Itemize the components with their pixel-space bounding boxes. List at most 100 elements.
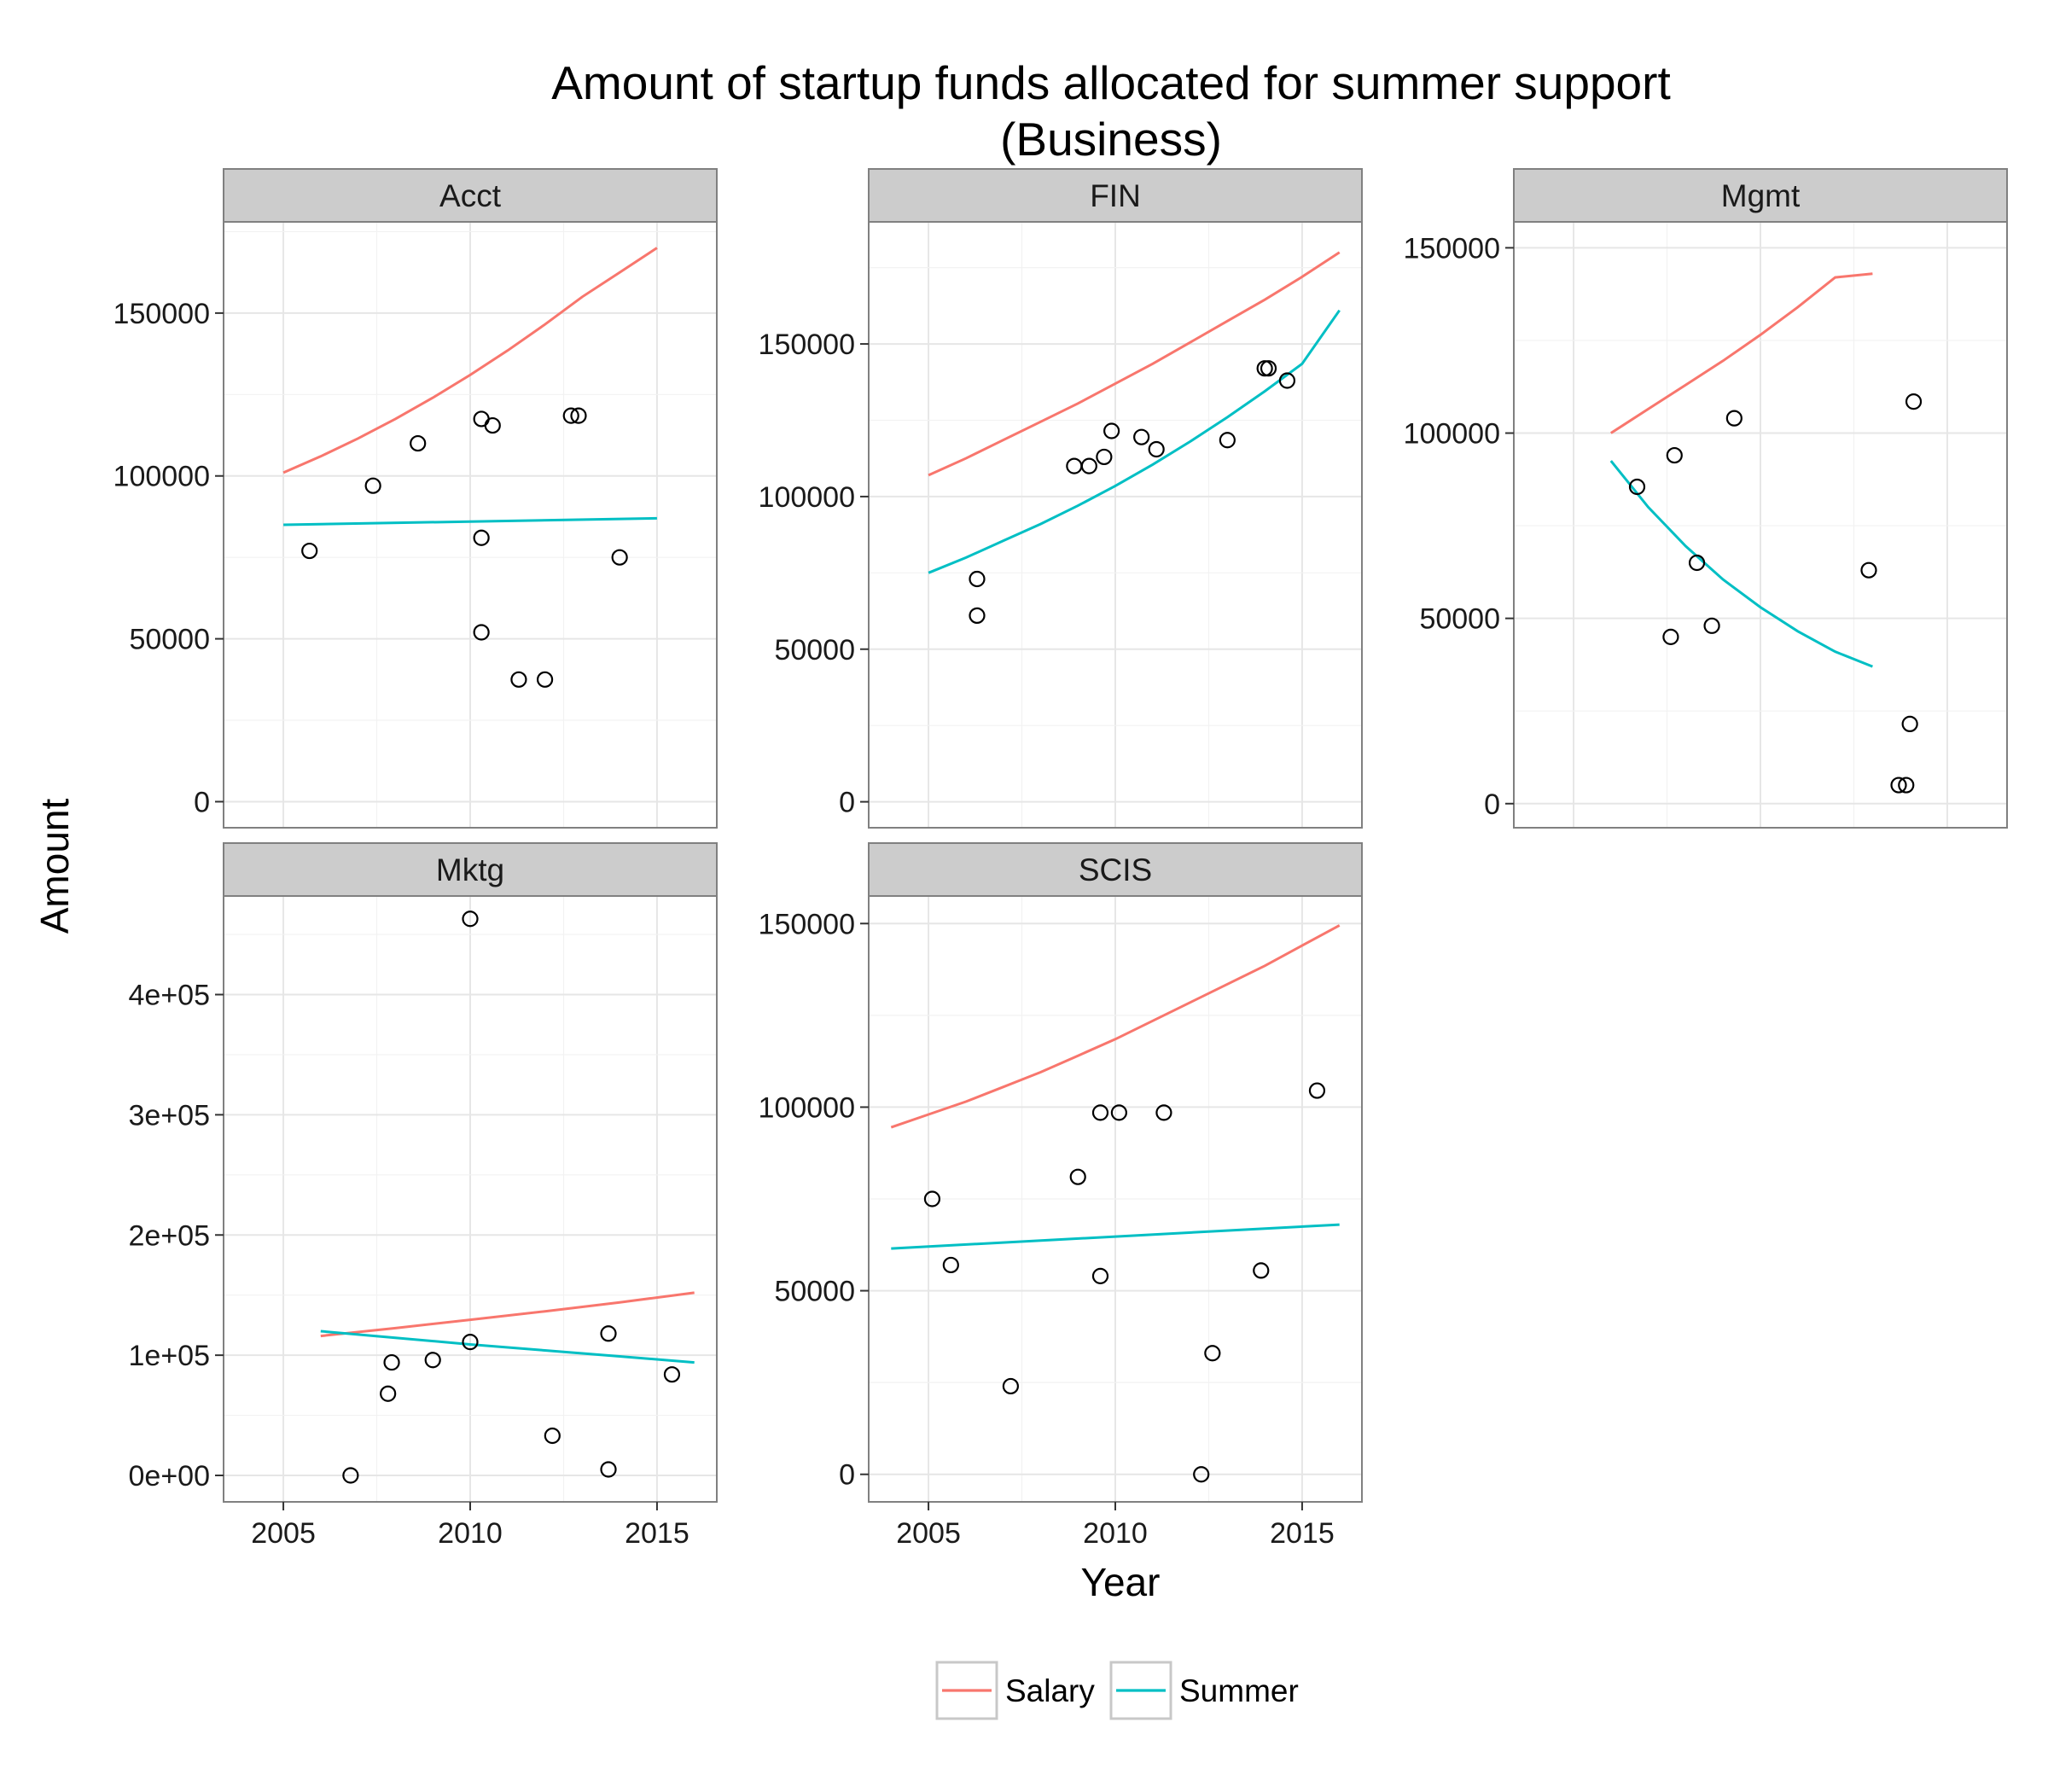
data-point	[1204, 1345, 1221, 1362]
salary-line-mktg	[320, 1291, 695, 1338]
data-point	[410, 434, 427, 452]
y-axis-mktg: 0e+00 1e+05 2e+05 3e+05 4e+05	[129, 980, 224, 1492]
panel-strip-mgmt	[1513, 168, 2008, 223]
data-point	[473, 624, 490, 641]
y-tick-label: 150000	[1404, 232, 1500, 265]
data-point	[424, 1352, 441, 1369]
y-tick-label: 150000	[759, 329, 855, 361]
data-point	[611, 549, 628, 566]
y-tick-label: 50000	[129, 624, 210, 656]
data-point	[1096, 448, 1113, 466]
x-tick-label: 2005	[251, 1517, 316, 1550]
data-point	[600, 1325, 617, 1342]
data-point	[1308, 1082, 1326, 1099]
salary-line-acct	[282, 247, 658, 474]
y-axis-acct: 0 50000 100000 150000	[113, 298, 224, 818]
y-tick-label: 50000	[774, 634, 855, 666]
data-point	[1703, 617, 1720, 634]
y-tick-label: 100000	[759, 481, 855, 514]
panel-acct: Acct 0 50000 100000 150000	[113, 168, 718, 829]
data-point	[1148, 440, 1165, 458]
y-axis-fin: 0 50000 100000 150000	[759, 329, 869, 819]
y-tick-label: 0	[1484, 788, 1500, 821]
panel-lines-acct	[282, 247, 658, 527]
data-point	[1901, 715, 1918, 733]
data-point	[1110, 1104, 1127, 1121]
panel-points-scis	[923, 1082, 1326, 1483]
y-axis-mgmt: 0 50000 100000 150000	[1404, 232, 1514, 821]
panel-strip-fin	[868, 168, 1363, 223]
y-tick-label: 1e+05	[129, 1340, 211, 1372]
data-point	[342, 1467, 359, 1484]
y-tick-label: 0e+00	[129, 1460, 211, 1492]
x-tick-label: 2015	[1270, 1517, 1335, 1550]
data-point	[1628, 478, 1646, 496]
salary-line-fin	[928, 251, 1341, 477]
summer-line-mgmt	[1609, 460, 1873, 668]
panel-lines-fin	[928, 251, 1341, 574]
y-tick-label: 100000	[113, 461, 210, 493]
data-point	[510, 671, 527, 688]
data-point	[462, 911, 479, 928]
data-point	[364, 477, 381, 494]
panel-grid-scis	[869, 896, 1362, 1502]
data-point	[544, 1427, 561, 1445]
y-axis-scis: 0 50000 100000 150000	[759, 908, 869, 1492]
panel-grid-mktg	[224, 896, 717, 1502]
data-point	[484, 416, 501, 434]
legend-item-summer: Summer	[1109, 1661, 1299, 1720]
x-axis-mktg: 2005 2010 2015	[251, 1502, 689, 1550]
x-tick-label: 2010	[1083, 1517, 1148, 1550]
data-point	[1890, 777, 1907, 794]
data-point	[1905, 393, 1923, 410]
data-point	[923, 1190, 941, 1207]
data-point	[570, 407, 587, 424]
x-axis-title: Year	[1081, 1560, 1161, 1604]
panel-strip-mktg	[223, 842, 718, 897]
x-axis-scis: 2005 2010 2015	[896, 1502, 1335, 1550]
data-point	[1091, 1104, 1109, 1121]
panel-grid-mgmt	[1514, 222, 2007, 828]
data-point	[1069, 1168, 1086, 1185]
data-point	[1666, 446, 1683, 464]
legend-label-salary: Salary	[1005, 1673, 1095, 1708]
data-point	[1219, 432, 1236, 449]
y-tick-label: 4e+05	[129, 980, 211, 1012]
panel-mktg: Mktg 0e+00 1e+05 2e+05 3e+05 4e+05 2005 2010 201…	[129, 842, 718, 1550]
data-point	[1688, 554, 1706, 572]
y-tick-label: 50000	[774, 1276, 855, 1308]
y-tick-label: 150000	[113, 298, 210, 330]
data-point	[942, 1256, 959, 1274]
panel-scis: SCIS 0 50000 100000 150000 2005 2010 2015	[759, 842, 1363, 1550]
data-point	[1278, 372, 1296, 389]
data-point	[1155, 1104, 1172, 1121]
data-point	[1725, 410, 1743, 427]
data-point	[1002, 1377, 1019, 1395]
salary-line-scis	[890, 924, 1341, 1129]
data-point	[562, 407, 579, 424]
panel-grid-fin	[869, 222, 1362, 828]
data-point	[1662, 628, 1679, 645]
data-point	[1193, 1466, 1210, 1483]
panel-strip-acct	[223, 168, 718, 223]
y-tick-label: 100000	[759, 1091, 855, 1124]
panel-border-mgmt	[1513, 221, 2008, 829]
facet-panels: Acct 0 50000 100000 150000 FIN 0 50000 100000 150…	[113, 168, 2008, 1550]
summer-line-mktg	[320, 1329, 695, 1364]
data-point	[1253, 1262, 1270, 1279]
x-tick-label: 2015	[625, 1517, 689, 1550]
legend-item-salary: Salary	[935, 1661, 1095, 1720]
data-point	[969, 570, 986, 588]
panel-lines-scis	[890, 924, 1341, 1250]
legend: Salary Summer	[935, 1661, 1299, 1720]
panel-mgmt: Mgmt 0 50000 100000 150000	[1404, 168, 2008, 829]
data-point	[1260, 360, 1277, 377]
data-point	[1133, 428, 1150, 445]
panel-points-mgmt	[1628, 393, 1923, 794]
data-point	[301, 542, 318, 560]
panel-fin: FIN 0 50000 100000 150000	[759, 168, 1363, 829]
y-tick-label: 3e+05	[129, 1099, 211, 1132]
y-tick-label: 0	[839, 1459, 855, 1492]
y-tick-label: 150000	[759, 908, 855, 940]
